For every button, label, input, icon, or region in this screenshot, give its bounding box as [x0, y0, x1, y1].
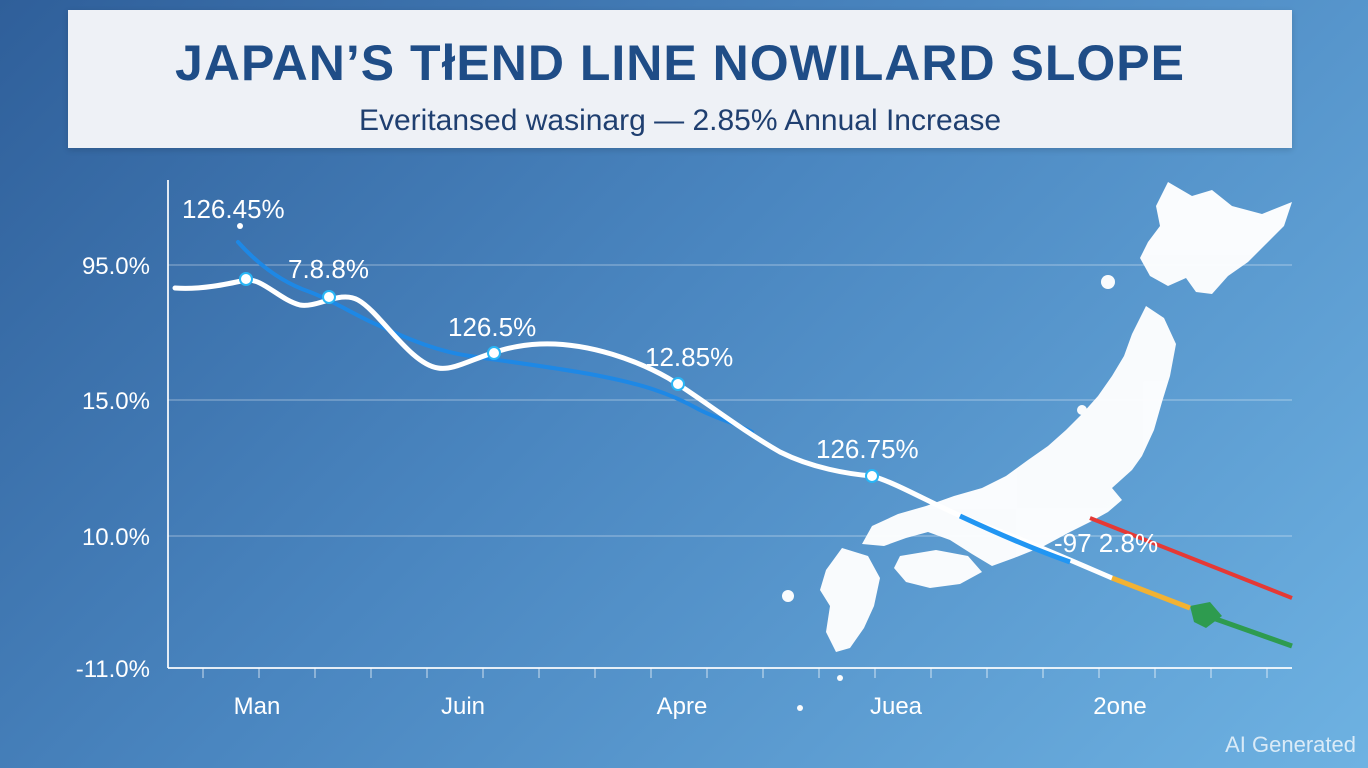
yellow-segment: [1111, 575, 1191, 611]
data-point-marker: [487, 346, 501, 360]
x-tick-labels: Man Juin Apre Juea 2one: [202, 668, 1268, 720]
green-arrowhead: [1190, 602, 1222, 628]
watermark-text: AI Generated: [1225, 732, 1356, 757]
data-point-marker: [237, 223, 243, 229]
accent-lines: [1089, 516, 1293, 649]
data-label: 126.5%: [448, 312, 536, 342]
chart-title: JAPAN’S TłEND LINE NOWILARD SLOPE: [175, 35, 1185, 91]
data-point-marker: [239, 272, 253, 286]
data-label: 126.75%: [816, 434, 919, 464]
x-tick-label: Juea: [870, 693, 923, 720]
data-point-marker: [322, 290, 336, 304]
japan-map-icon: [782, 182, 1292, 711]
main-series-line: [172, 277, 1115, 581]
data-label: 126.45%: [182, 194, 285, 224]
trend-line-segment: [958, 513, 1071, 565]
chart-axes: [167, 180, 1292, 669]
data-label: 7.8.8%: [288, 254, 369, 284]
y-tick-label: 95.0%: [82, 253, 150, 280]
point-markers: [237, 223, 879, 483]
x-tick-label: Juin: [441, 693, 485, 720]
x-tick-label: Apre: [657, 693, 708, 720]
series-layer: [172, 240, 1191, 611]
y-tick-labels: 95.0% 15.0% 10.0% -11.0%: [76, 253, 150, 683]
data-point-marker: [671, 377, 685, 391]
data-point-marker: [865, 469, 879, 483]
x-tick-label: Man: [234, 693, 281, 720]
trend-line: [236, 240, 754, 434]
y-tick-label: -11.0%: [76, 656, 150, 683]
x-tick-label: 2one: [1093, 693, 1146, 720]
data-label: -97 2.8%: [1054, 528, 1158, 558]
chart-subtitle: Everitansed wasinarg — 2.85% Annual Incr…: [358, 104, 1002, 137]
red-accent-line: [1089, 516, 1293, 600]
y-tick-label: 15.0%: [82, 388, 150, 415]
title-panel: JAPAN’S TłEND LINE NOWILARD SLOPE Everit…: [68, 10, 1292, 148]
y-tick-label: 10.0%: [82, 524, 150, 551]
data-label: 12.85%: [645, 342, 733, 372]
data-labels: 126.45%7.8.8% 126.5% 12.85% 126.75% -97 2.8%: [182, 194, 1158, 558]
